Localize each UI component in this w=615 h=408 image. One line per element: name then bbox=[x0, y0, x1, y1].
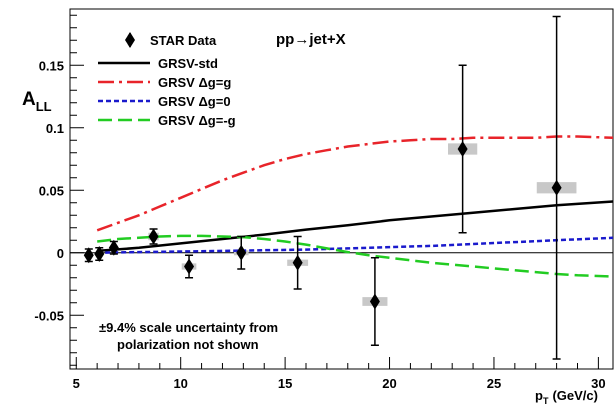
data-point-1 bbox=[83, 247, 94, 264]
data-point-6 bbox=[236, 244, 247, 261]
data-point-10 bbox=[551, 179, 562, 196]
y-tick-label-0.15: 0.15 bbox=[39, 58, 64, 73]
curve-grsv-g-g bbox=[97, 234, 614, 278]
data-point-9 bbox=[457, 141, 468, 157]
plot-frame bbox=[69, 8, 614, 370]
x-tick-label-25: 25 bbox=[487, 376, 501, 391]
y-axis-title: ALL bbox=[22, 89, 52, 114]
curve-grsv-g-g bbox=[96, 135, 614, 232]
data-point-8 bbox=[369, 293, 380, 310]
data-point-5 bbox=[184, 258, 195, 275]
legend-label-star-data: STAR Data bbox=[150, 33, 217, 48]
x-tick-label-20: 20 bbox=[382, 376, 396, 391]
x-axis-title: pT (GeV/c) bbox=[535, 388, 598, 406]
curve-grsv-std bbox=[97, 200, 614, 253]
y-tick-label-0: 0 bbox=[57, 246, 64, 261]
scale-note-line-1: ±9.4% scale uncertainty from bbox=[99, 320, 278, 335]
x-tick-label-10: 10 bbox=[173, 376, 187, 391]
y-tick-label-0.05: 0.05 bbox=[39, 183, 64, 198]
data-point-2 bbox=[94, 246, 105, 262]
x-tick-label-15: 15 bbox=[278, 376, 292, 391]
legend-label-grsv-g-g: GRSV Δg=g bbox=[158, 75, 231, 90]
legend-label-grsv-g-0: GRSV Δg=0 bbox=[158, 94, 231, 109]
scale-note-line-2: polarization not shown bbox=[117, 337, 259, 352]
reaction-annotation: pp→jet+X bbox=[276, 31, 346, 48]
legend: STAR Data GRSV-std GRSV Δg=g GRSV Δg=0 GRSV… bbox=[98, 32, 236, 128]
x-tick-label-30: 30 bbox=[591, 376, 605, 391]
data-point-4 bbox=[148, 228, 159, 245]
curve-grsv-g-0 bbox=[97, 236, 614, 254]
data-point-7 bbox=[292, 254, 303, 271]
scale-note: ±9.4% scale uncertainty from polarizatio… bbox=[99, 320, 278, 352]
legend-label-grsv-std: GRSV-std bbox=[158, 56, 218, 71]
data-point-3 bbox=[108, 239, 119, 256]
legend-label-grsv-g-g: GRSV Δg=-g bbox=[158, 113, 236, 128]
y-tick-label--0.05: -0.05 bbox=[34, 308, 64, 323]
y-tick-label-0.1: 0.1 bbox=[46, 121, 64, 136]
x-tick-label-5: 5 bbox=[73, 376, 80, 391]
